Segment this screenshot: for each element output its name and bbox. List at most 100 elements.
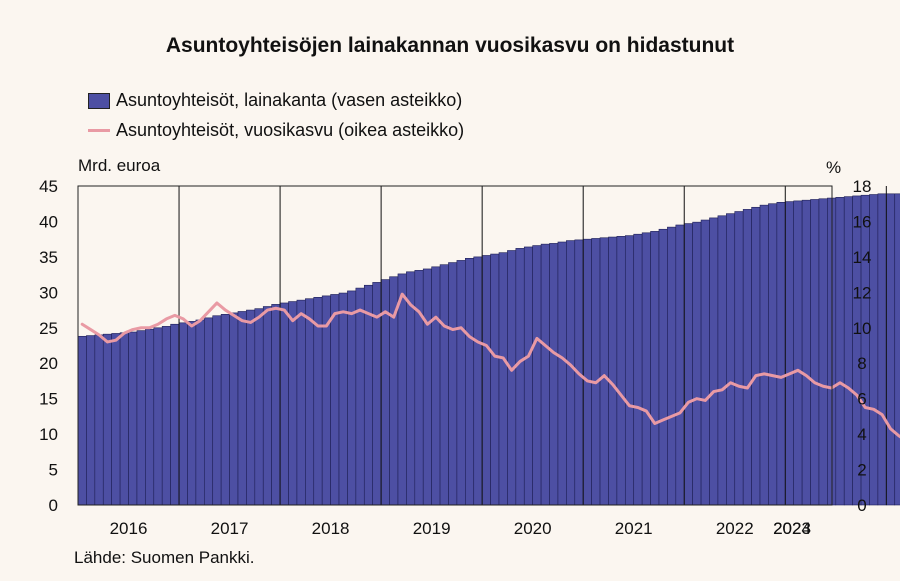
right-tick-label-6: 6 [857,390,866,409]
bar-6 [128,331,138,506]
bar-60 [582,238,592,506]
plot-frame [77,185,833,506]
left-tick-label-0: 0 [49,496,58,515]
bar-34 [363,284,373,506]
bar-71 [675,224,685,506]
bar-16 [212,315,222,506]
bar-62 [599,237,609,506]
bar-27 [305,298,315,506]
bar-87 [810,199,820,506]
bar-49 [490,253,500,506]
bar-0 [77,335,87,506]
bar-43 [439,264,449,506]
bar-58 [566,240,576,506]
bar-63 [608,236,618,506]
bar-25 [288,301,298,506]
right-tick-label-16: 16 [853,212,872,231]
bars-layer [77,193,900,506]
bar-57 [557,241,567,506]
bar-93 [860,194,870,506]
bar-73 [692,221,702,506]
bar-54 [532,245,542,506]
bar-44 [448,262,458,506]
legend-item-bar-series: Asuntoyhteisöt, lainakanta (vasen asteik… [88,90,462,111]
bar-96 [886,193,896,506]
left-tick-label-35: 35 [39,248,58,267]
bar-77 [726,213,736,506]
bar-17 [220,314,230,506]
bar-18 [229,312,239,506]
bar-9 [153,327,163,506]
bar-46 [465,258,475,506]
bar-30 [330,294,340,506]
bar-66 [633,233,643,506]
bar-72 [683,223,693,506]
x-tick-label-2018: 2018 [312,519,350,538]
legend-swatch-line [88,129,110,132]
x-tick-label-2019: 2019 [413,519,451,538]
right-tick-label-4: 4 [857,425,866,444]
bar-85 [793,200,803,506]
bar-50 [498,252,508,506]
bar-14 [195,319,205,506]
left-tick-labels: 0 5 10 15 20 25 30 35 40 45 [39,177,58,515]
legend-label-bar: Asuntoyhteisöt, lainakanta (vasen asteik… [116,90,463,110]
right-tick-label-12: 12 [853,283,872,302]
left-tick-label-10: 10 [39,425,58,444]
right-tick-label-8: 8 [857,354,866,373]
bar-76 [717,215,727,506]
bar-24 [279,302,289,506]
bar-61 [591,238,601,506]
bar-82 [768,203,778,506]
bar-68 [650,231,660,506]
bar-84 [784,201,795,506]
bar-2 [94,334,104,506]
x-tick-label-2020: 2020 [514,519,552,538]
bar-12 [178,322,188,506]
bar-81 [759,204,769,506]
bar-13 [187,321,197,506]
bar-94 [869,194,879,506]
grid-layer [178,186,887,505]
bar-91 [843,196,853,506]
growth-series-line [80,292,900,439]
legend-swatch-bar [88,92,110,109]
bar-40 [414,270,424,506]
bar-53 [523,246,533,506]
bar-5 [119,332,129,506]
bar-52 [515,248,525,506]
bar-97 [894,193,900,506]
x-tick-label-2016: 2016 [110,519,148,538]
x-tick-label-2017: 2017 [211,519,249,538]
left-tick-label-40: 40 [39,212,58,231]
bar-90 [835,197,845,506]
right-tick-label-18: 18 [853,177,872,196]
left-tick-label-5: 5 [49,461,58,480]
right-tick-label-14: 14 [853,248,872,267]
x-tick-label-2024: 2024 [773,519,811,538]
right-tick-label-0: 0 [857,496,866,515]
source-note: Lähde: Suomen Pankki. [74,548,255,567]
bar-21 [254,308,264,506]
left-tick-label-30: 30 [39,283,58,302]
line-layer [80,292,900,439]
left-tick-label-25: 25 [39,319,58,338]
right-tick-label-10: 10 [853,319,872,338]
bar-20 [246,309,256,506]
bar-74 [700,219,710,506]
bar-67 [641,232,651,506]
bar-26 [296,299,306,506]
x-tick-label-2022: 2022 [716,519,754,538]
left-tick-label-20: 20 [39,354,58,373]
bar-69 [658,228,668,506]
chart-title: Asuntoyhteisöjen lainakannan vuosikasvu … [165,34,735,57]
right-tick-label-2: 2 [857,461,866,480]
bar-79 [742,209,752,506]
bar-45 [456,260,466,506]
bar-92 [852,195,862,506]
bar-19 [237,311,247,506]
bar-1 [86,335,96,506]
bar-23 [271,304,281,506]
